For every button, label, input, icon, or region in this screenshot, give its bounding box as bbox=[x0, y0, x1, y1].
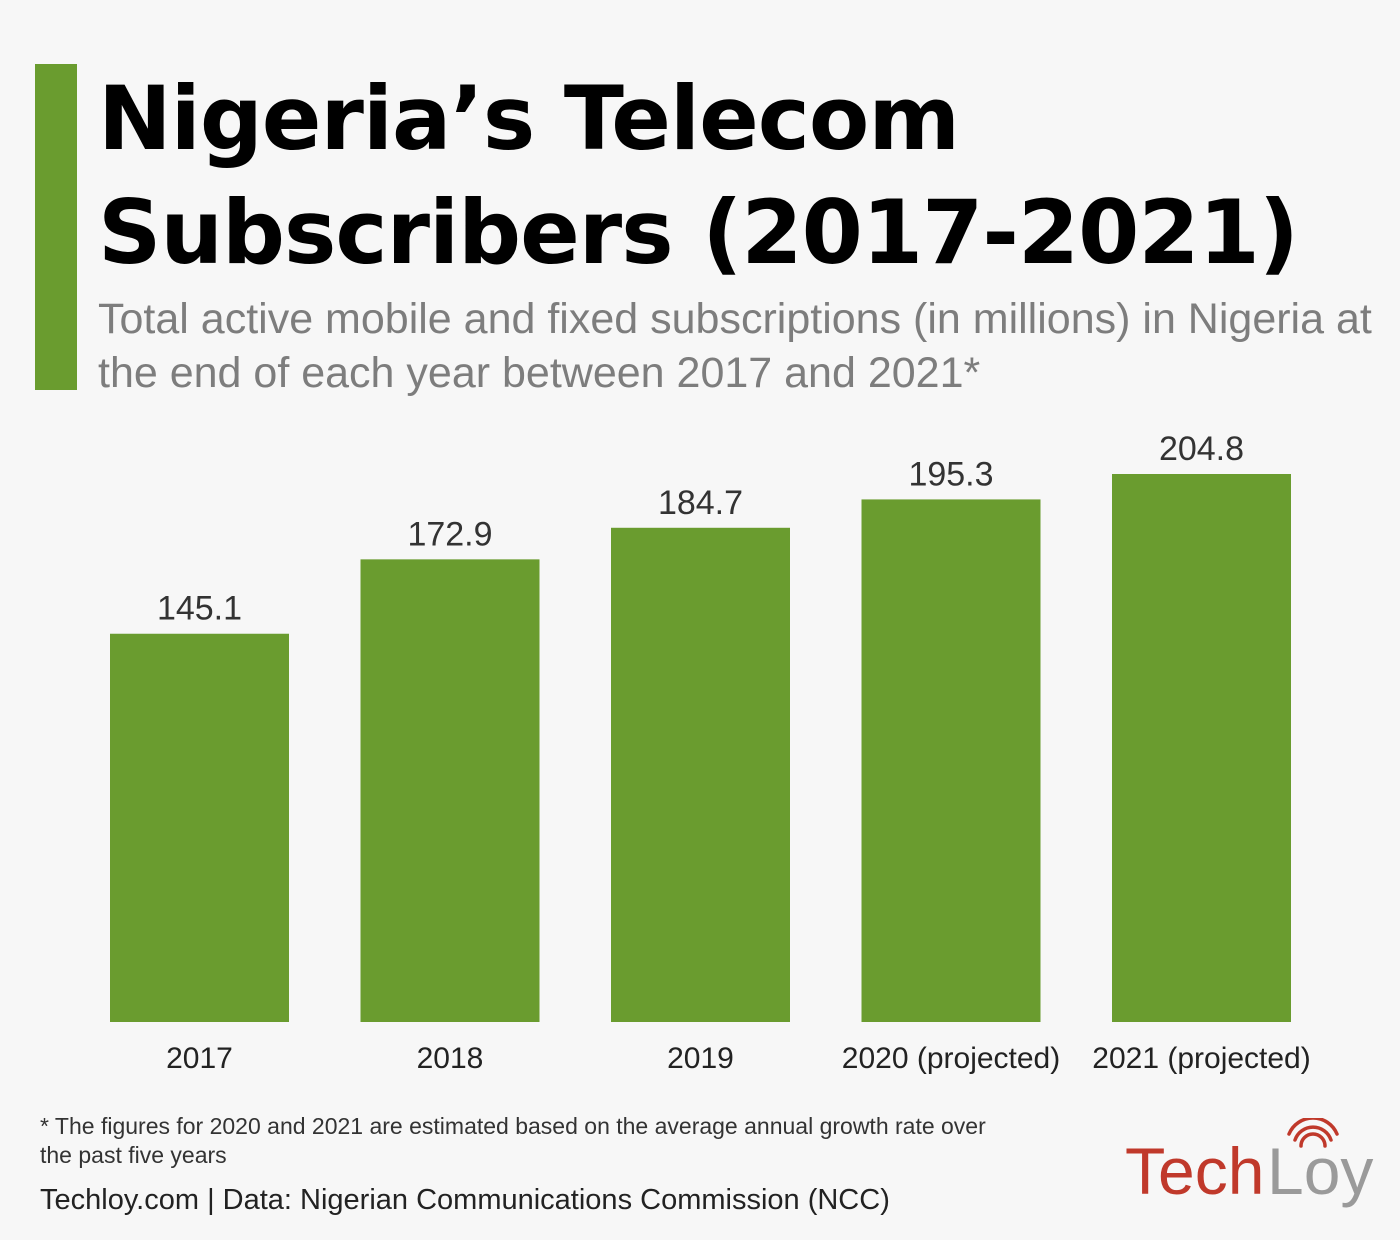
bar-2 bbox=[611, 527, 790, 1022]
bar-0 bbox=[110, 633, 289, 1022]
x-tick-label: 2019 bbox=[667, 1042, 734, 1075]
x-tick-label: 2021 (projected) bbox=[1092, 1042, 1310, 1075]
accent-bar bbox=[35, 64, 77, 390]
bar-4 bbox=[1112, 474, 1291, 1022]
techloy-logo: Tech Loy bbox=[1125, 1118, 1373, 1208]
bar-value-label: 184.7 bbox=[658, 484, 743, 522]
chart-subtitle: Total active mobile and fixed subscripti… bbox=[98, 295, 1372, 397]
bar-value-label: 195.3 bbox=[908, 455, 993, 493]
bar-1 bbox=[360, 559, 540, 1022]
source-line: Techloy.com | Data: Nigerian Communicati… bbox=[40, 1184, 890, 1216]
bar-3 bbox=[861, 499, 1041, 1022]
footnote: * The figures for 2020 and 2021 are esti… bbox=[40, 1113, 986, 1168]
logo-text-loy: Loy bbox=[1267, 1134, 1373, 1208]
bar-value-label: 172.9 bbox=[407, 515, 492, 553]
x-tick-label: 2020 (projected) bbox=[842, 1042, 1060, 1075]
chart-title: Nigeria’s Telecom Subscribers (2017-2021… bbox=[98, 67, 1299, 284]
x-tick-label: 2018 bbox=[417, 1042, 484, 1075]
logo-text-tech: Tech bbox=[1125, 1134, 1264, 1208]
wifi-signal-icon bbox=[1287, 1118, 1339, 1148]
bar-value-label: 204.8 bbox=[1159, 430, 1244, 468]
x-tick-label: 2017 bbox=[166, 1042, 233, 1075]
bar-value-label: 145.1 bbox=[157, 590, 242, 628]
